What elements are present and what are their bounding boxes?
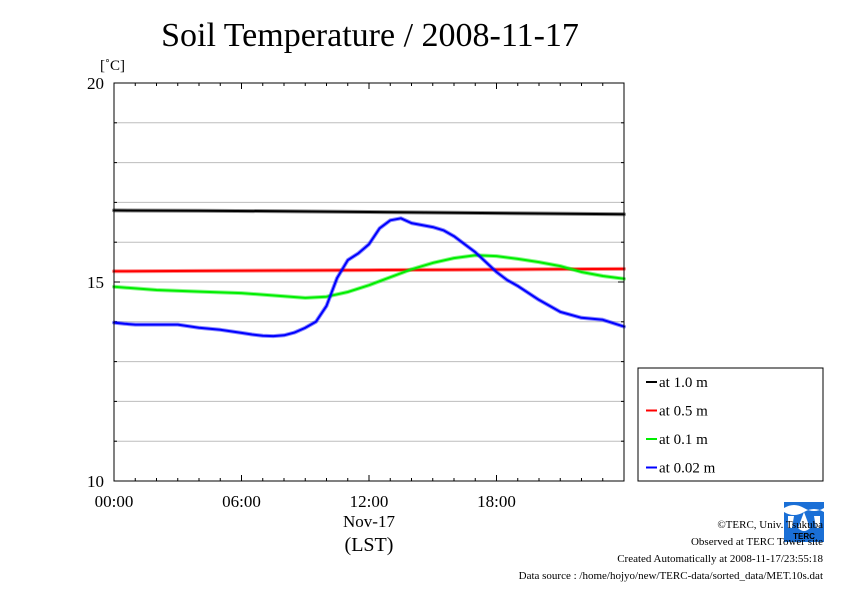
x-tick-label: 00:00	[95, 492, 134, 511]
series-lines	[112, 208, 626, 339]
series-line-at-0-02-m	[113, 217, 625, 338]
y-tick-label: 10	[87, 472, 104, 491]
series-line-at-0-5-m	[113, 267, 625, 273]
y-axis-label: [˚C]	[100, 58, 125, 74]
terc-logo: TERC	[784, 502, 824, 542]
gridlines	[114, 122, 624, 442]
x-tick-label: 06:00	[222, 492, 261, 511]
plot-frame	[113, 82, 625, 482]
y-tick-labels: 10 15 20	[87, 74, 104, 491]
observed-text: Observed at TERC Tower site	[690, 536, 823, 548]
x-axis-sublabel: Nov-17	[343, 512, 395, 531]
legend-label: at 0.1 m	[659, 432, 708, 448]
series-halo-at-0-02-m	[112, 216, 626, 339]
data-source-text: Data source : /home/hojyo/new/TERC-data/…	[518, 570, 823, 582]
x-tick-label: 18:00	[477, 492, 516, 511]
legend: at 1.0 m at 0.5 m at 0.1 m at 0.02 m	[646, 375, 716, 477]
svg-text:TERC: TERC	[793, 532, 815, 541]
copyright-text: ©TERC, Univ. Tsukuba	[717, 519, 823, 531]
created-text: Created Automatically at 2008-11-17/23:5…	[617, 553, 823, 565]
legend-label: at 0.02 m	[659, 461, 716, 477]
series-line-at-0-1-m	[113, 254, 625, 299]
series-line-at-1-0-m	[113, 209, 625, 216]
x-axis-label: (LST)	[345, 534, 394, 556]
legend-label: at 1.0 m	[659, 375, 708, 391]
y-tick-label: 15	[87, 273, 104, 292]
x-tick-labels: 00:00 06:00 12:00 18:00	[95, 492, 516, 511]
legend-label: at 0.5 m	[659, 404, 708, 420]
y-tick-label: 20	[87, 74, 104, 93]
chart-title: Soil Temperature / 2008-11-17	[161, 17, 579, 54]
x-tick-label: 12:00	[350, 492, 389, 511]
legend-box	[637, 367, 824, 482]
